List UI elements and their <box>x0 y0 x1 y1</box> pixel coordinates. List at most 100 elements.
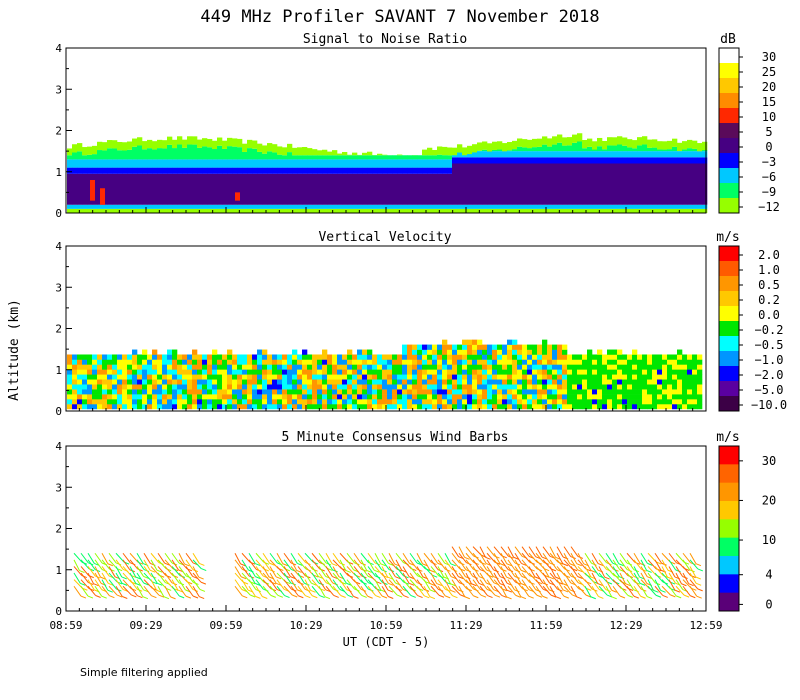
snr-cell <box>377 208 383 213</box>
wind-barb <box>136 579 144 591</box>
wind-barb <box>276 585 285 596</box>
wind-barb-flag <box>170 596 176 600</box>
vv-cell <box>557 364 563 370</box>
snr-cell <box>472 163 478 205</box>
snr-cell <box>592 157 598 164</box>
vv-cell <box>637 364 643 370</box>
snr-cell <box>417 204 423 209</box>
wind-barb <box>661 559 669 571</box>
vv-cell <box>682 384 688 390</box>
vv-cell <box>567 364 573 370</box>
snr-cell <box>112 159 118 168</box>
wind-barb <box>325 566 333 577</box>
wind-barb-flag <box>277 594 284 598</box>
snr-cell <box>557 157 563 164</box>
wind-barb <box>528 552 538 563</box>
snr-cell <box>137 159 143 168</box>
wind-barb-flag <box>464 556 470 560</box>
vv-cell <box>617 403 623 410</box>
wind-barb <box>444 572 451 584</box>
wind-barb <box>381 566 389 578</box>
vv-cell <box>182 403 188 410</box>
wind-barb <box>675 572 682 584</box>
wind-barb <box>122 566 132 576</box>
vv-cell <box>532 403 538 410</box>
vv-cell <box>597 349 603 355</box>
vv-cell <box>307 384 313 390</box>
snr-cell <box>447 155 453 160</box>
vv-cell <box>622 403 628 410</box>
vv-cell <box>197 389 203 395</box>
vv-cell <box>647 399 653 405</box>
snr-cell <box>212 159 218 168</box>
vv-cell <box>402 379 408 385</box>
vv-cell <box>542 349 548 355</box>
vv-cell <box>347 389 353 395</box>
snr-cell <box>397 154 403 156</box>
vv-cell <box>307 389 313 395</box>
snr-cell <box>347 155 353 160</box>
vv-cell <box>327 384 333 390</box>
snr-cell <box>252 148 258 160</box>
snr-cell <box>352 167 358 174</box>
snr-cell <box>392 159 398 168</box>
vv-cell <box>612 379 618 385</box>
vv-cell <box>282 389 288 395</box>
wind-barb <box>73 572 81 584</box>
wind-barb <box>353 559 362 570</box>
vv-cell <box>272 403 278 410</box>
vv-cell <box>322 369 328 375</box>
colorbar-swatch <box>719 482 739 502</box>
snr-cell <box>692 204 698 209</box>
vv-cell <box>97 354 103 360</box>
vv-cell <box>107 369 113 375</box>
wind-barb <box>584 566 592 578</box>
vv-cell <box>522 389 528 395</box>
snr-cell <box>542 151 548 158</box>
wind-barb <box>311 579 321 590</box>
snr-cell <box>162 208 168 213</box>
wind-barb <box>619 572 626 584</box>
snr-cell <box>332 167 338 174</box>
wind-barb <box>262 559 271 571</box>
snr-cell <box>257 173 263 205</box>
wind-barb <box>290 579 298 591</box>
snr-cell <box>527 157 533 164</box>
snr-cell <box>77 173 83 205</box>
vv-cell <box>682 374 688 380</box>
wind-barb <box>136 586 144 597</box>
snr-cell <box>377 159 383 168</box>
snr-cell <box>627 151 633 158</box>
snr-cell <box>327 208 333 213</box>
vv-cell <box>387 399 393 405</box>
vv-cell <box>322 364 328 370</box>
vv-cell <box>612 384 618 390</box>
wind-barb <box>269 566 277 578</box>
wind-barb <box>682 566 692 576</box>
vv-cell <box>442 359 448 365</box>
snr-cell <box>232 167 238 174</box>
snr-cell <box>322 204 328 209</box>
vv-cell <box>612 403 618 410</box>
vv-cell <box>107 374 113 380</box>
snr-cell <box>242 204 248 209</box>
vv-cell <box>367 349 373 355</box>
vv-cell <box>137 394 143 400</box>
wind-barb <box>353 552 362 564</box>
vv-cell <box>72 354 78 360</box>
snr-cell <box>377 167 383 174</box>
wind-barb-flag <box>521 562 527 566</box>
snr-cell <box>567 137 573 146</box>
vv-cell <box>342 403 348 410</box>
snr-cell <box>317 155 323 160</box>
snr-cell <box>282 167 288 174</box>
snr-cell <box>527 148 533 152</box>
snr-cell <box>517 146 523 152</box>
snr-cell <box>692 140 698 149</box>
snr-cell <box>617 151 623 158</box>
vv-cell <box>182 389 188 395</box>
vv-cell <box>472 344 478 350</box>
wind-barb-flag <box>550 594 557 598</box>
snr-cell <box>207 167 213 174</box>
vv-cell <box>342 374 348 380</box>
